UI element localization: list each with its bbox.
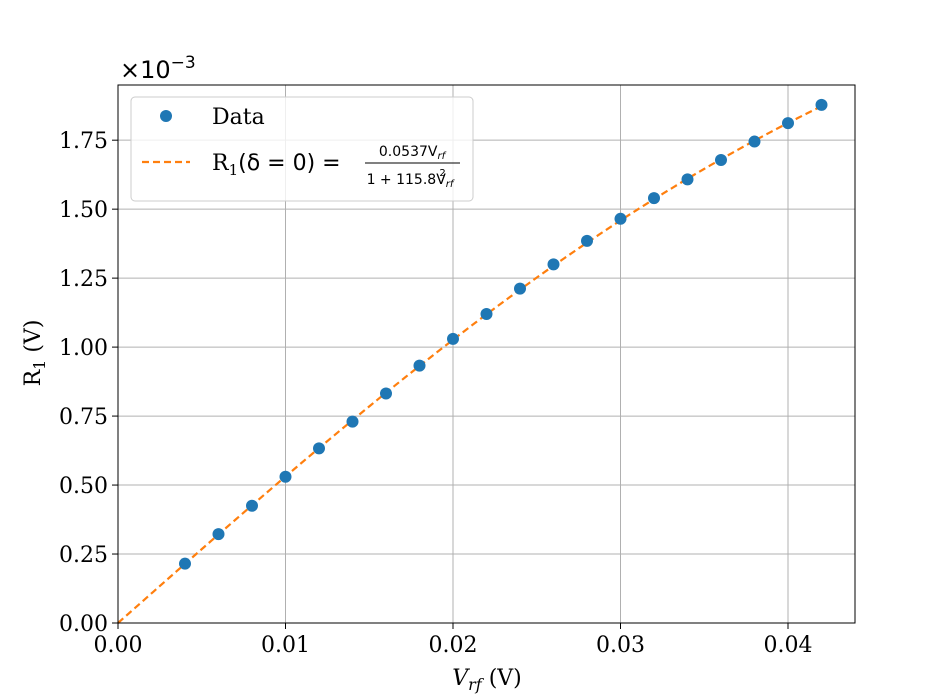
y-axis-label: R1 (V) — [21, 320, 49, 387]
y-axis-ticks: 0.00 0.25 0.50 0.75 1.00 1.25 1.50 1.75 — [59, 129, 118, 637]
legend-fit-denominator: 1 + 115.8Vrf2 — [367, 168, 455, 190]
data-point — [547, 258, 560, 271]
data-point — [815, 98, 828, 111]
y-tick-label: 1.50 — [59, 198, 108, 223]
y-tick-label: 0.25 — [59, 543, 108, 568]
data-point — [581, 234, 593, 247]
y-tick-label: 0.50 — [59, 474, 108, 499]
legend-fit-numerator: 0.0537Vrf — [379, 144, 447, 162]
data-point — [782, 117, 794, 130]
data-point — [648, 192, 660, 205]
fit-line — [117, 105, 822, 624]
x-tick-label: 0.04 — [764, 633, 813, 658]
y-tick-label: 1.75 — [59, 129, 108, 154]
data-point — [681, 173, 694, 186]
data-points — [179, 98, 828, 570]
legend: Data R1(δ = 0) = 0.0537Vrf 1 + 115.8Vrf2 — [130, 96, 474, 202]
legend-data-label: Data — [212, 105, 265, 130]
legend-data-marker — [160, 110, 172, 122]
data-point — [212, 528, 225, 541]
x-tick-label: 0.03 — [596, 633, 645, 658]
x-tick-label: 0.01 — [261, 633, 310, 658]
x-tick-label: 0.00 — [94, 633, 143, 658]
y-tick-label: 0.00 — [59, 612, 108, 637]
y-tick-label: 1.00 — [59, 336, 108, 361]
x-axis-ticks: 0.00 0.01 0.02 0.03 0.04 — [94, 623, 813, 658]
data-point — [246, 499, 258, 512]
legend-box — [130, 96, 474, 202]
data-point — [748, 135, 761, 148]
data-point — [413, 359, 426, 372]
data-point — [179, 557, 191, 570]
data-point — [715, 154, 727, 167]
legend-fit-label: R1(δ = 0) = — [212, 151, 341, 179]
data-point — [346, 415, 359, 428]
data-point — [447, 332, 459, 345]
plot-frame — [117, 84, 856, 624]
data-point — [514, 282, 526, 295]
fit-curve — [117, 105, 822, 624]
data-point — [313, 442, 325, 455]
y-tick-label: 1.25 — [59, 267, 108, 292]
y-scale-label: ×10−3 — [120, 53, 196, 84]
data-point — [480, 307, 493, 320]
data-point — [380, 387, 392, 400]
data-point — [279, 470, 292, 483]
x-axis-label: Vrf (V) — [452, 666, 522, 694]
y-tick-label: 0.75 — [59, 405, 108, 430]
x-tick-label: 0.02 — [429, 633, 478, 658]
data-point — [614, 212, 627, 225]
